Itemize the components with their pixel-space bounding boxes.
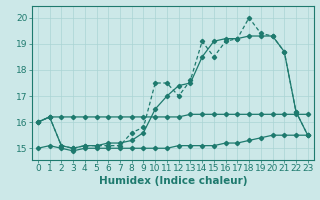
X-axis label: Humidex (Indice chaleur): Humidex (Indice chaleur)	[99, 176, 247, 186]
